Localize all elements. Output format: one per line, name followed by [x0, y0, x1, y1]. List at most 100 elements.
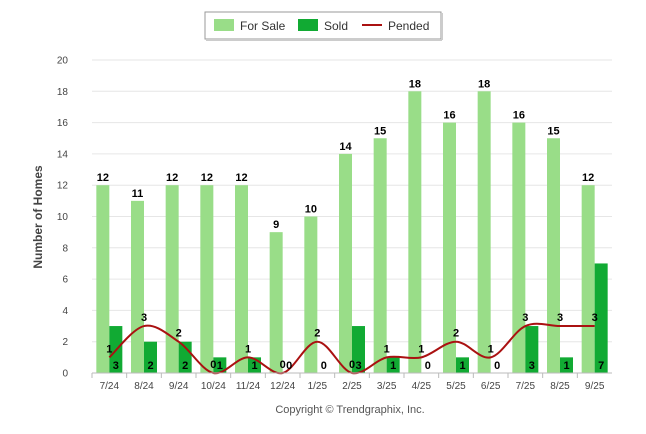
data-label-pended: 2 — [176, 328, 182, 340]
x-tick-label: 9/25 — [585, 381, 605, 392]
data-label-for-sale: 12 — [166, 172, 178, 184]
bar-sold — [144, 341, 157, 373]
data-label-pended: 0 — [349, 359, 355, 371]
bar-for-sale — [477, 91, 491, 374]
x-tick-label: 9/24 — [169, 381, 189, 392]
y-axis-ticks: 0 2 4 6 8 10 12 14 16 18 20 — [57, 56, 69, 380]
data-label-pended: 0 — [210, 359, 216, 371]
y-tick-label: 10 — [57, 212, 69, 223]
data-label-for-sale: 12 — [201, 172, 213, 184]
data-label-pended: 2 — [453, 328, 459, 340]
data-label-sold: 0 — [286, 360, 292, 372]
x-tick-label: 7/25 — [516, 381, 536, 392]
data-label-pended: 1 — [245, 343, 251, 355]
data-label-for-sale: 12 — [97, 172, 109, 184]
x-tick-label: 8/25 — [550, 381, 570, 392]
bar-for-sale — [131, 200, 144, 373]
copyright-credit: Copyright © Trendgraphix, Inc. — [275, 404, 424, 416]
data-label-sold: 3 — [355, 360, 361, 372]
data-label-sold: 0 — [321, 360, 327, 372]
legend-box — [204, 11, 442, 40]
bar-for-sale — [408, 91, 422, 374]
data-label-sold: 1 — [217, 360, 223, 372]
bar-for-sale — [269, 232, 283, 373]
data-label-sold: 0 — [494, 360, 500, 372]
data-label-for-sale: 11 — [132, 188, 144, 200]
data-label-for-sale: 16 — [513, 110, 525, 122]
x-tick-label: 12/24 — [270, 381, 295, 392]
data-label-for-sale: 15 — [374, 125, 386, 137]
bar-for-sale — [304, 216, 318, 373]
x-tick-label: 8/24 — [134, 381, 154, 392]
data-label-sold: 1 — [459, 360, 465, 372]
y-tick-label: 20 — [57, 56, 69, 67]
y-tick-label: 8 — [62, 243, 68, 254]
data-label-for-sale: 12 — [235, 172, 247, 184]
bar-for-sale — [200, 185, 214, 373]
legend-label-for-sale: For Sale — [240, 19, 286, 33]
data-label-pended: 3 — [557, 312, 563, 324]
data-label-pended: 3 — [592, 312, 598, 324]
y-tick-label: 18 — [57, 87, 69, 98]
bars — [96, 91, 608, 374]
data-label-for-sale: 18 — [409, 78, 421, 90]
legend-swatch-for-sale — [214, 19, 234, 31]
x-tick-label: 5/25 — [446, 381, 466, 392]
bar-sold — [560, 357, 573, 373]
data-label-pended: 1 — [106, 343, 112, 355]
data-label-pended: 2 — [314, 328, 320, 340]
x-tick-label: 1/25 — [308, 381, 328, 392]
data-label-pended: 1 — [488, 343, 494, 355]
x-axis-ticks: 7/24 8/24 9/24 10/24 11/24 12/24 1/25 2/25 3/25 4… — [91, 373, 605, 392]
legend-swatch-sold — [298, 19, 318, 31]
bar-for-sale — [373, 138, 387, 373]
data-label-sold: 2 — [147, 360, 153, 372]
bar-for-sale — [339, 153, 352, 373]
bar-for-sale — [547, 138, 560, 373]
data-label-sold: 7 — [598, 360, 604, 372]
data-label-for-sale: 18 — [478, 78, 490, 90]
legend-item-pended[interactable]: Pended — [362, 19, 429, 33]
y-tick-label: 4 — [62, 306, 68, 317]
data-label-for-sale: 10 — [305, 204, 317, 216]
bar-for-sale — [512, 122, 526, 373]
data-label-sold: 3 — [113, 360, 119, 372]
x-tick-label: 4/25 — [412, 381, 432, 392]
y-axis-title: Number of Homes — [31, 165, 45, 269]
data-label-sold: 1 — [563, 360, 569, 372]
legend-item-sold[interactable]: Sold — [298, 19, 348, 33]
data-label-sold: 1 — [251, 360, 257, 372]
y-tick-label: 0 — [62, 369, 68, 380]
data-label-pended: 3 — [141, 312, 147, 324]
y-tick-label: 14 — [57, 149, 69, 160]
y-tick-label: 6 — [62, 275, 68, 286]
data-label-sold: 3 — [529, 360, 535, 372]
y-tick-label: 16 — [57, 118, 69, 129]
data-label-pended: 1 — [384, 343, 390, 355]
y-tick-label: 12 — [57, 181, 69, 192]
bar-for-sale — [443, 122, 456, 373]
data-label-pended: 3 — [522, 312, 528, 324]
x-tick-label: 2/25 — [342, 381, 362, 392]
data-label-pended: 0 — [280, 359, 286, 371]
x-tick-label: 11/24 — [236, 381, 261, 392]
y-tick-label: 2 — [62, 337, 68, 348]
data-label-sold: 2 — [182, 360, 188, 372]
bar-for-sale — [235, 185, 248, 373]
bar-for-sale — [581, 185, 595, 373]
data-label-for-sale: 9 — [273, 219, 279, 231]
bar-sold — [594, 263, 608, 373]
data-label-sold: 1 — [390, 360, 396, 372]
x-tick-label: 10/24 — [201, 381, 226, 392]
legend-item-for-sale[interactable]: For Sale — [214, 19, 286, 33]
x-tick-label: 3/25 — [377, 381, 397, 392]
bar-for-sale — [165, 185, 179, 373]
bar-sold — [525, 326, 539, 373]
legend-label-pended: Pended — [388, 19, 429, 33]
bar-sold — [352, 326, 365, 373]
x-tick-label: 6/25 — [481, 381, 501, 392]
data-label-for-sale: 12 — [582, 172, 594, 184]
legend-label-sold: Sold — [324, 19, 348, 33]
